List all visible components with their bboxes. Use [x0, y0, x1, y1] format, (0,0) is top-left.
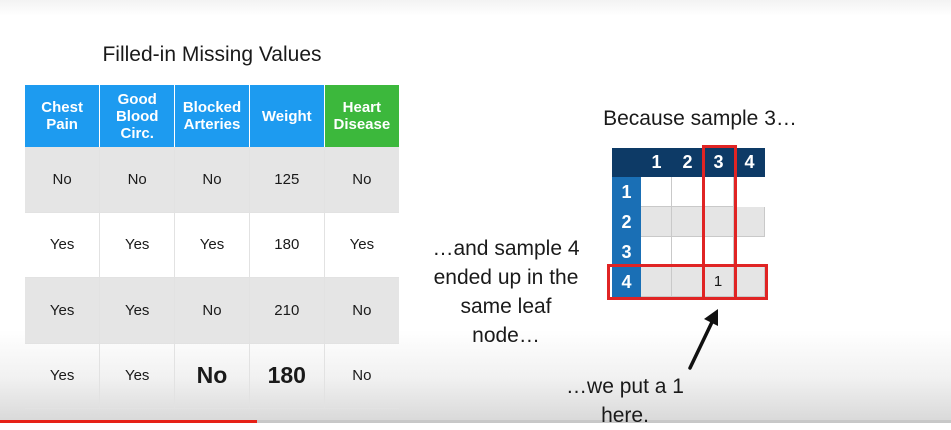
matrix-cell: [672, 207, 703, 237]
table-cell: Yes: [324, 212, 399, 278]
table-cell: Yes: [25, 343, 101, 409]
matrix-col-header: 4: [734, 148, 765, 177]
filled-in-blocked-arteries: No: [174, 343, 250, 409]
header-blocked-arteries: Blocked Arteries: [174, 85, 250, 147]
table-cell: Yes: [174, 212, 250, 278]
video-progress-played: [0, 420, 257, 423]
caption-line: …and sample 4: [432, 237, 580, 260]
filled-in-weight: 180: [249, 343, 325, 409]
table-cell: Yes: [25, 277, 101, 344]
table-cell: Yes: [99, 212, 176, 278]
matrix-cell: [734, 267, 765, 297]
caption-line: same leaf: [460, 295, 552, 318]
table-cell: No: [324, 277, 399, 344]
caption-line: here.: [601, 404, 649, 427]
caption-line: ended up in the: [433, 266, 579, 289]
matrix-row-header: 1: [612, 177, 641, 207]
matrix-row-header: 4: [612, 267, 641, 297]
matrix-cell: [672, 177, 703, 207]
table-header-row: Chest Pain Good Blood Circ. Blocked Arte…: [25, 85, 399, 147]
matrix-row-header: 2: [612, 207, 641, 237]
table-cell: 210: [249, 277, 325, 344]
table-cell: No: [174, 277, 250, 344]
matrix-cell: [703, 237, 734, 267]
table-row: Yes Yes No 180 No: [25, 343, 399, 409]
matrix-cell: [734, 207, 765, 237]
row-4-highlight: [607, 264, 768, 300]
matrix-cell: [703, 177, 734, 207]
matrix-col-header: 3: [703, 148, 734, 177]
table-cell: No: [324, 343, 399, 409]
table-cell: 180: [249, 212, 325, 278]
table-cell: No: [324, 147, 399, 213]
table-cell: No: [99, 147, 176, 213]
table-row: No No No 125 No: [25, 147, 399, 213]
header-heart-disease: Heart Disease: [324, 85, 399, 147]
matrix-cell: [641, 267, 672, 297]
matrix-cell: [641, 237, 672, 267]
sample-4-caption: …and sample 4 ended up in the same leaf …: [415, 234, 597, 350]
matrix-col-header: 2: [672, 148, 703, 177]
arrow-up-icon: [688, 309, 718, 370]
header-good-blood-circ: Good Blood Circ.: [99, 85, 176, 147]
matrix-cell: [672, 267, 703, 297]
missing-values-table: Chest Pain Good Blood Circ. Blocked Arte…: [25, 85, 399, 409]
table-cell: 125: [249, 147, 325, 213]
proximity-matrix: 1 2 3 4 1 2 3 4 1: [612, 148, 765, 297]
header-chest-pain: Chest Pain: [25, 85, 101, 147]
table-cell: No: [25, 147, 101, 213]
table-row: Yes Yes No 210 No: [25, 277, 399, 344]
table-title: Filled-in Missing Values: [102, 43, 322, 66]
matrix-cell: [703, 207, 734, 237]
matrix-col-header: 1: [641, 148, 672, 177]
put-a-1-caption: …we put a 1 here.: [535, 372, 715, 430]
table-cell: Yes: [99, 343, 176, 409]
caption-line: node…: [472, 324, 540, 347]
matrix-cell: [641, 207, 672, 237]
header-weight: Weight: [249, 85, 325, 147]
table-cell: No: [174, 147, 250, 213]
table-cell: Yes: [25, 212, 101, 278]
video-progress-bar[interactable]: [0, 420, 951, 423]
caption-line: …we put a 1: [566, 375, 684, 398]
matrix-row-header: 3: [612, 237, 641, 267]
table-row: Yes Yes Yes 180 Yes: [25, 212, 399, 278]
matrix-title: Because sample 3…: [603, 107, 797, 130]
matrix-cell-marked: 1: [703, 267, 734, 297]
table-cell: Yes: [99, 277, 176, 344]
matrix-cell: [672, 237, 703, 267]
matrix-corner: [612, 148, 641, 177]
matrix-cell: [641, 177, 672, 207]
